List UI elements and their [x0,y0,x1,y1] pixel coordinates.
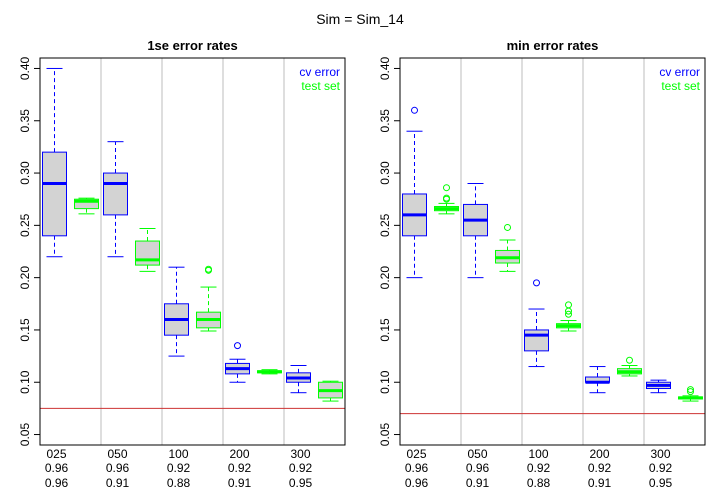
box-body [103,172,128,216]
y-tick-label: 0.10 [378,370,392,394]
box-cv-300 [646,379,671,394]
box-test-100 [196,265,221,332]
x-row2-label: 0.92 [228,461,252,475]
y-tick-label: 0.15 [18,318,32,342]
outlier-point [234,342,241,350]
y-tick-label: 0.30 [378,161,392,185]
box-cv-200 [225,342,250,383]
x-row3-label: 0.95 [289,476,313,490]
x-row3-label: 0.96 [405,476,429,490]
box-body [42,151,67,237]
x-row2-label: 0.92 [649,461,673,475]
legend-entry: test set [661,79,700,93]
x-row3-label: 0.96 [45,476,69,490]
plot-frame [399,57,706,446]
chart-panel-1: 1se error rates 0.05 0.10 0.15 0.20 0.25 0.30 0… [18,38,346,490]
box-cv-100 [164,266,189,357]
x-row3-label: 0.91 [106,476,130,490]
y-tick-label: 0.20 [18,266,32,290]
x-row3-label: 0.91 [588,476,612,490]
x-row2-label: 0.92 [527,461,551,475]
x-row2-label: 0.96 [106,461,130,475]
x-tick-label: 300 [650,447,670,461]
box-cv-300 [286,365,311,394]
plot-frame [39,57,346,446]
outlier-point [443,184,450,192]
x-tick-label: 100 [168,447,188,461]
box-cv-050 [463,183,488,279]
box-test-200 [257,369,282,375]
chart-title: min error rates [507,38,599,53]
outlier-point [626,356,633,364]
x-row2-label: 0.96 [405,461,429,475]
box-cv-025 [402,106,427,279]
x-row3-label: 0.91 [466,476,490,490]
x-row3-label: 0.88 [167,476,191,490]
x-row3-label: 0.95 [649,476,673,490]
x-row2-label: 0.96 [466,461,490,475]
y-tick-label: 0.20 [378,266,392,290]
y-tick-label: 0.40 [378,56,392,80]
outlier-point [565,301,572,309]
outlier-point [205,265,212,273]
box-cv-200 [585,366,610,394]
legend-entry: test set [301,79,340,93]
box-body [135,240,160,266]
x-tick-label: 200 [589,447,609,461]
outlier-point [411,106,418,114]
y-tick-label: 0.05 [378,423,392,447]
x-tick-label: 025 [46,447,66,461]
y-tick-label: 0.35 [18,109,32,133]
outlier-point [533,279,540,287]
y-tick-label: 0.35 [378,109,392,133]
y-tick-label: 0.25 [18,213,32,237]
x-tick-label: 050 [467,447,487,461]
x-row2-label: 0.96 [45,461,69,475]
y-tick-label: 0.25 [378,213,392,237]
x-row2-label: 0.92 [289,461,313,475]
box-test-025 [74,197,99,215]
box-test-050 [495,223,520,272]
box-test-100 [556,301,581,332]
figure-title: Sim = Sim_14 [316,11,404,27]
y-tick-label: 0.40 [18,56,32,80]
box-body [524,329,549,352]
box-body [74,198,99,210]
outlier-point [565,310,572,318]
outlier-point [687,388,694,396]
box-test-050 [135,227,160,272]
box-test-200 [617,356,642,377]
x-tick-label: 300 [290,447,310,461]
x-row3-label: 0.91 [228,476,252,490]
x-row2-label: 0.92 [588,461,612,475]
y-tick-label: 0.10 [18,370,32,394]
x-tick-label: 200 [229,447,249,461]
x-row2-label: 0.92 [167,461,191,475]
x-tick-label: 050 [107,447,127,461]
y-tick-label: 0.15 [378,318,392,342]
outlier-point [687,386,694,394]
box-test-300 [678,386,703,402]
legend-entry: cv error [659,65,700,79]
outlier-point [443,194,450,202]
y-tick-label: 0.05 [18,423,32,447]
x-tick-label: 025 [406,447,426,461]
box-cv-050 [103,141,128,258]
x-tick-label: 100 [528,447,548,461]
chart-panel-2: min error rates 0.05 0.10 0.15 0.20 0.25 0.30 0… [378,38,706,490]
box-cv-025 [42,67,67,258]
legend-entry: cv error [299,65,340,79]
y-tick-label: 0.30 [18,161,32,185]
chart-title: 1se error rates [147,38,237,53]
outlier-point [504,223,511,231]
x-row3-label: 0.88 [527,476,551,490]
box-test-300 [318,380,343,402]
box-cv-100 [524,279,549,368]
box-test-025 [434,184,459,215]
